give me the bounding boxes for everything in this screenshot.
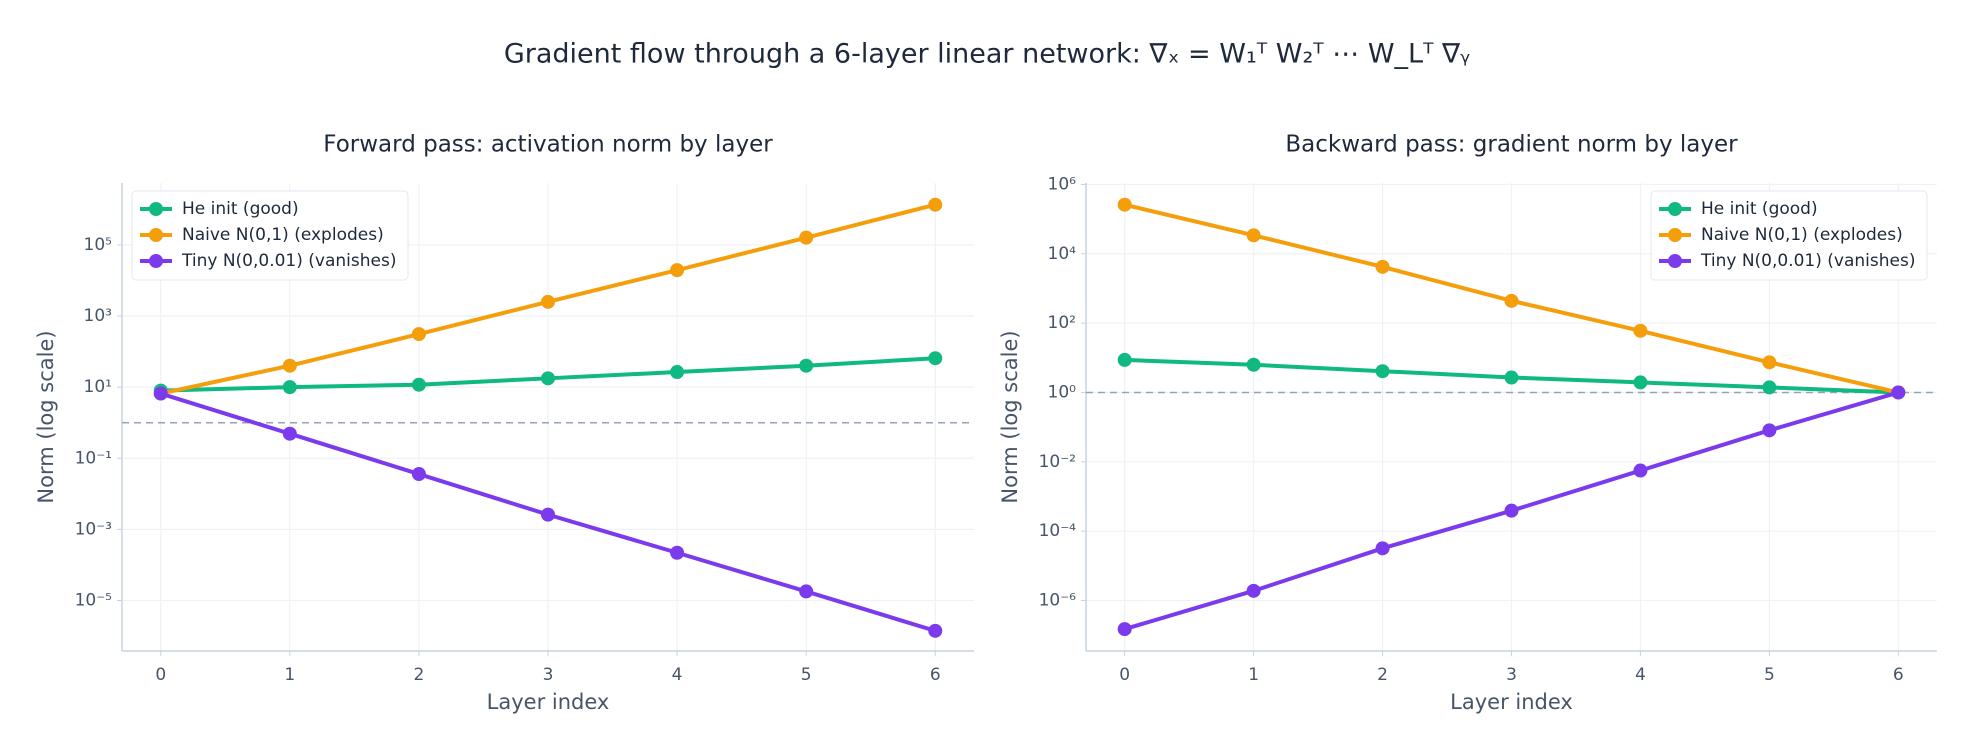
y-tick-label: 10⁶ xyxy=(1048,174,1077,194)
y-tick-label: 10³ xyxy=(84,306,112,326)
data-point xyxy=(541,294,555,309)
data-point xyxy=(153,386,168,401)
legend-label: Naive N(0,1) (explodes) xyxy=(1701,225,1903,245)
legend-marker xyxy=(1668,228,1682,242)
x-tick-label: 0 xyxy=(155,665,166,685)
data-point xyxy=(1504,370,1519,385)
data-point xyxy=(1504,293,1519,308)
data-point xyxy=(1246,357,1261,372)
data-point xyxy=(282,380,297,395)
data-point xyxy=(411,467,426,482)
legend-marker xyxy=(149,228,163,242)
legend-marker xyxy=(1668,202,1682,216)
data-point xyxy=(541,507,555,522)
data-point xyxy=(1375,541,1390,556)
data-point xyxy=(1633,323,1648,338)
data-point xyxy=(1504,503,1519,518)
data-point xyxy=(411,327,426,342)
x-tick-label: 0 xyxy=(1119,665,1130,685)
chart-title: Forward pass: activation norm by layer xyxy=(323,132,773,158)
legend-marker xyxy=(149,254,163,268)
x-tick-label: 6 xyxy=(930,665,941,685)
data-point xyxy=(670,263,685,278)
x-tick-label: 2 xyxy=(413,665,424,685)
data-point xyxy=(799,230,814,245)
data-point xyxy=(1246,228,1261,243)
y-tick-label: 10¹ xyxy=(84,377,112,397)
data-point xyxy=(1117,352,1132,367)
x-tick-label: 2 xyxy=(1377,665,1388,685)
data-point xyxy=(1891,385,1906,400)
y-tick-label: 10⁰ xyxy=(1048,382,1077,402)
data-point xyxy=(1762,380,1777,395)
chart-panel: Backward pass: gradient norm by layer 10⁻… xyxy=(998,132,1937,714)
x-tick-label: 1 xyxy=(284,665,295,685)
data-point xyxy=(1762,355,1777,370)
legend-label: Tiny N(0,0.01) (vanishes) xyxy=(1700,251,1915,271)
data-point xyxy=(670,365,685,380)
figure-title: Gradient flow through a 6-layer linear n… xyxy=(504,39,1470,70)
y-tick-label: 10² xyxy=(1048,313,1076,333)
data-point xyxy=(799,358,814,373)
y-tick-label: 10⁻⁴ xyxy=(1039,521,1077,541)
chart-panel: Forward pass: activation norm by layer10… xyxy=(34,132,974,714)
x-tick-label: 3 xyxy=(1506,665,1517,685)
data-point xyxy=(1633,463,1648,478)
legend-label: Tiny N(0,0.01) (vanishes) xyxy=(181,251,396,271)
data-point xyxy=(282,426,297,441)
data-point xyxy=(1246,583,1261,598)
legend-marker xyxy=(1668,254,1682,268)
data-point xyxy=(1375,364,1390,379)
data-point xyxy=(541,371,555,386)
y-tick-label: 10⁻⁵ xyxy=(75,590,112,610)
data-point xyxy=(1633,375,1648,390)
legend-label: He init (good) xyxy=(182,199,299,219)
y-tick-label: 10⁻³ xyxy=(75,519,112,539)
legend-label: Naive N(0,1) (explodes) xyxy=(182,225,384,245)
data-point xyxy=(1762,423,1777,438)
data-point xyxy=(1375,259,1390,274)
x-axis-label: Layer index xyxy=(487,690,610,714)
legend-marker xyxy=(149,202,163,216)
x-tick-label: 5 xyxy=(1764,665,1775,685)
y-tick-label: 10⁻⁶ xyxy=(1039,591,1077,611)
x-tick-label: 4 xyxy=(1635,665,1646,685)
data-point xyxy=(1117,197,1132,212)
legend: He init (good) Naive N(0,1) (explodes) Tin… xyxy=(1650,190,1928,281)
legend-box xyxy=(1650,190,1928,281)
y-axis-label: Norm (log scale) xyxy=(998,330,1022,503)
y-axis-label: Norm (log scale) xyxy=(34,330,58,503)
data-point xyxy=(799,584,814,599)
data-point xyxy=(928,351,943,366)
y-tick-label: 10⁵ xyxy=(84,235,112,255)
data-point xyxy=(928,197,943,212)
x-axis-label: Layer index xyxy=(1450,690,1573,714)
data-point xyxy=(282,358,297,373)
x-tick-label: 5 xyxy=(801,665,812,685)
data-point xyxy=(928,623,943,638)
y-tick-label: 10⁴ xyxy=(1048,244,1077,264)
legend: He init (good) Naive N(0,1) (explodes) Tin… xyxy=(131,190,409,281)
data-point xyxy=(670,545,685,560)
x-tick-label: 3 xyxy=(543,665,554,685)
data-point xyxy=(1117,622,1132,637)
legend-label: He init (good) xyxy=(1701,199,1818,219)
data-point xyxy=(411,377,426,392)
y-tick-label: 10⁻¹ xyxy=(75,448,112,468)
x-tick-label: 1 xyxy=(1248,665,1259,685)
y-tick-label: 10⁻² xyxy=(1039,452,1076,472)
x-tick-label: 6 xyxy=(1893,665,1904,685)
x-tick-label: 4 xyxy=(672,665,683,685)
legend-box xyxy=(131,190,409,281)
chart-title: Backward pass: gradient norm by layer xyxy=(1285,132,1738,158)
